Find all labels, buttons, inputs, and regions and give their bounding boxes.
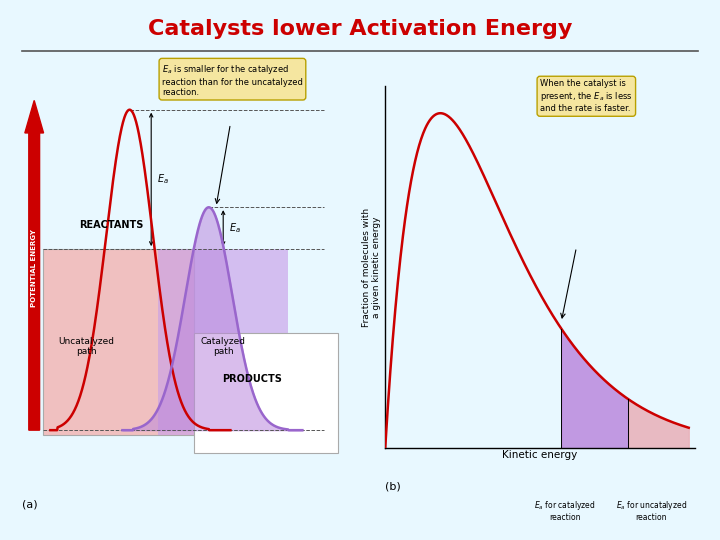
Text: (a): (a) [22, 499, 37, 509]
Polygon shape [43, 249, 194, 435]
FancyArrow shape [24, 100, 44, 430]
Polygon shape [158, 249, 288, 435]
Text: Catalyzed
path: Catalyzed path [201, 337, 246, 356]
Text: When the catalyst is
present, the $E_a$ is less
and the rate is faster.: When the catalyst is present, the $E_a$ … [540, 79, 633, 113]
Text: Catalysts lower Activation Energy: Catalysts lower Activation Energy [148, 19, 572, 39]
Text: Uncatalyzed
path: Uncatalyzed path [58, 337, 114, 356]
Text: $E_a$ is smaller for the catalyzed
reaction than for the uncatalyzed
reaction.: $E_a$ is smaller for the catalyzed react… [162, 63, 303, 97]
Text: $E_a$ for uncatalyzed
reaction: $E_a$ for uncatalyzed reaction [616, 499, 687, 522]
Text: REACTANTS: REACTANTS [79, 220, 143, 231]
Text: $E_a$: $E_a$ [229, 221, 240, 235]
Text: POTENTIAL ENERGY: POTENTIAL ENERGY [31, 228, 37, 307]
Polygon shape [194, 333, 338, 454]
X-axis label: Kinetic energy: Kinetic energy [503, 450, 577, 460]
Y-axis label: Fraction of molecules with
a given kinetic energy: Fraction of molecules with a given kinet… [361, 208, 381, 327]
Text: PRODUCTS: PRODUCTS [222, 374, 282, 384]
Text: $E_a$: $E_a$ [157, 172, 168, 186]
Text: (b): (b) [385, 481, 401, 491]
Text: $E_a$ for catalyzed
reaction: $E_a$ for catalyzed reaction [534, 499, 595, 522]
